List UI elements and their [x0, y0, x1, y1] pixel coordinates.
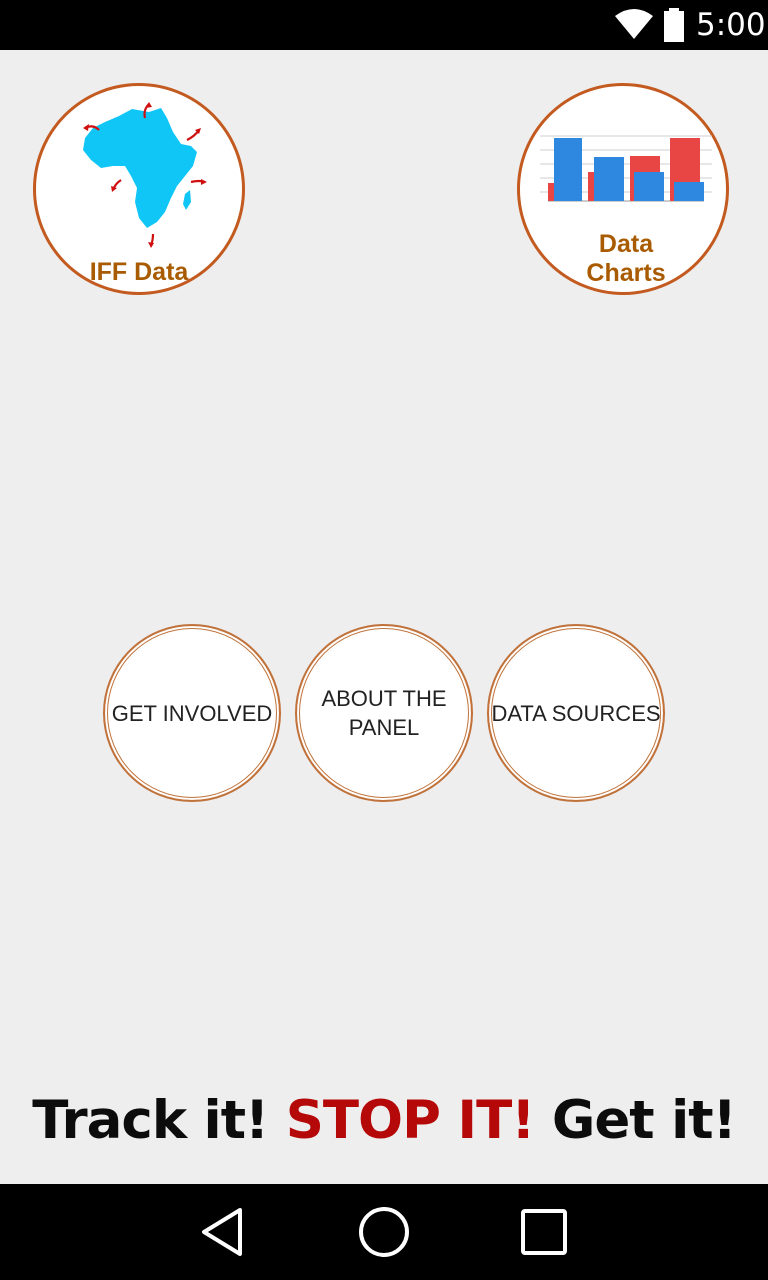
home-icon[interactable]: [356, 1204, 412, 1265]
get-involved-label: GET INVOLVED: [111, 700, 273, 726]
status-time: 5:00: [696, 7, 766, 43]
get-involved-button[interactable]: GET INVOLVED: [103, 624, 281, 802]
slogan-get-it: Get it!: [534, 1090, 737, 1151]
iff-data-label: IFF Data: [89, 258, 189, 286]
bar-chart-icon: [540, 135, 712, 202]
recents-icon[interactable]: [516, 1204, 572, 1265]
about-the-panel-label: ABOUT THE PANEL: [321, 686, 447, 740]
wifi-icon: [614, 8, 654, 45]
slogan-banner: Track it! STOP IT! Get it!: [0, 1086, 768, 1156]
africa-map-icon: [83, 102, 207, 248]
status-bar: 5:00: [0, 0, 768, 50]
data-sources-label: DATA SOURCES: [491, 700, 661, 726]
data-charts-button[interactable]: Data Charts: [517, 83, 729, 295]
slogan-stop-it: STOP IT!: [285, 1090, 536, 1151]
battery-icon: [662, 8, 686, 47]
data-charts-label: Data Charts: [586, 230, 666, 287]
navigation-bar: [0, 1184, 768, 1280]
data-sources-button[interactable]: DATA SOURCES: [487, 624, 665, 802]
iff-data-button[interactable]: IFF Data: [33, 83, 245, 295]
slogan-track-it: Track it!: [32, 1090, 286, 1151]
about-the-panel-button[interactable]: ABOUT THE PANEL: [295, 624, 473, 802]
back-icon[interactable]: [196, 1204, 252, 1265]
